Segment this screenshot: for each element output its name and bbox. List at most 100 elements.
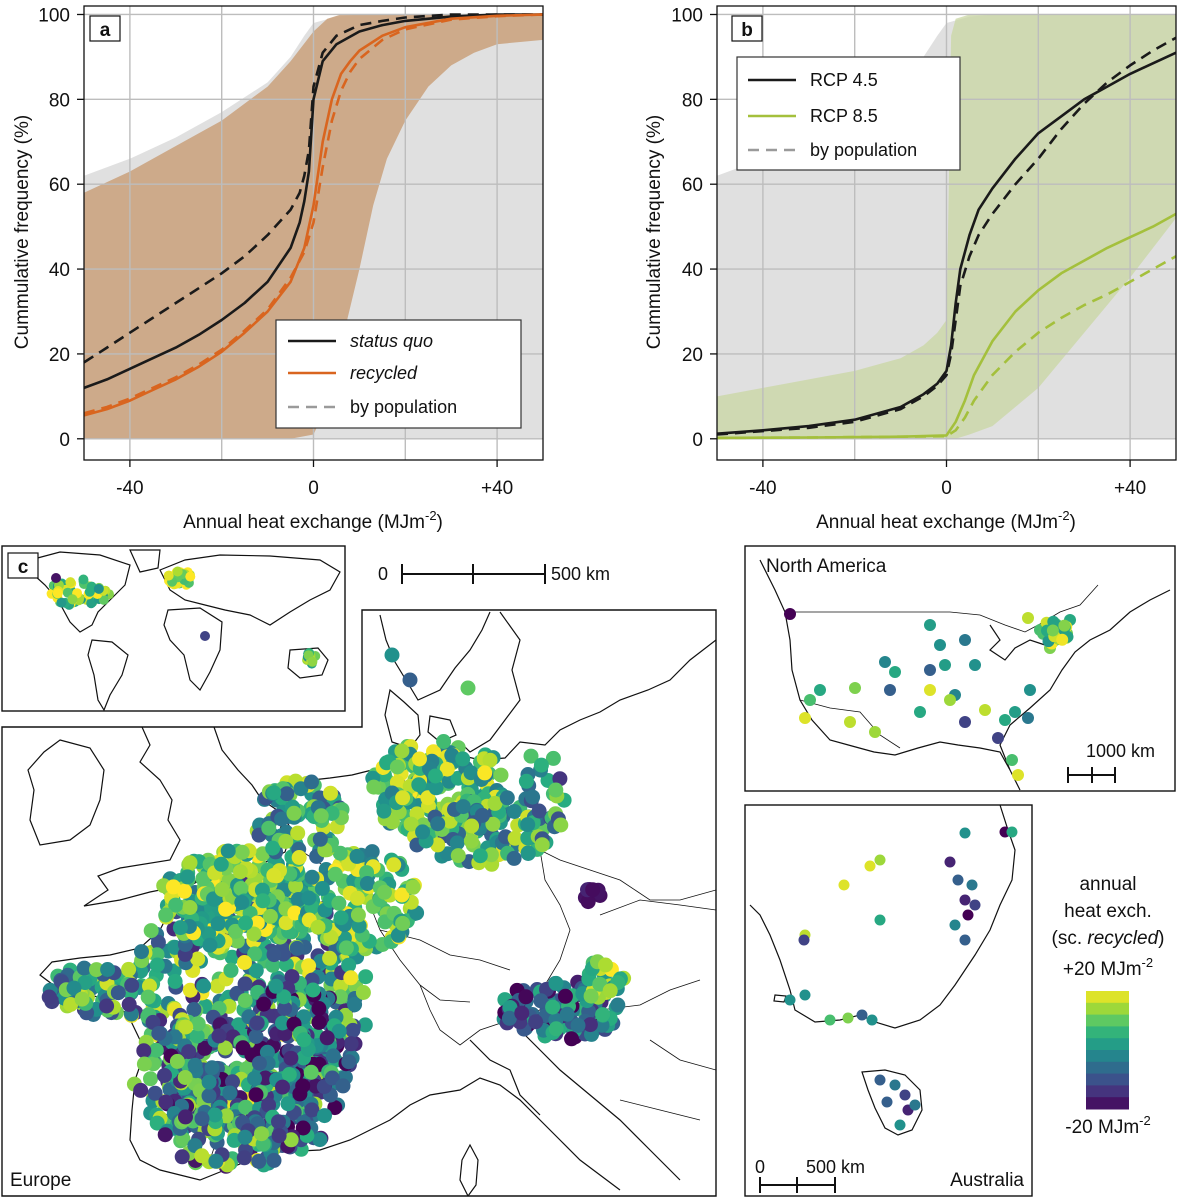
australia-dot	[881, 1096, 893, 1108]
world-north-america	[29, 551, 131, 633]
north-america-dot	[1047, 615, 1060, 628]
europe-dot	[220, 843, 236, 859]
panel-b-label: b	[741, 20, 753, 41]
ytick-label-4: 80	[49, 90, 70, 111]
north-america-dot	[959, 634, 971, 646]
europe-dot	[277, 1001, 293, 1016]
panel-a-xlabel-text: Annual heat exchange (MJm	[183, 512, 425, 533]
europe-dot	[314, 881, 330, 896]
series-recycled-by-population	[83, 13, 544, 415]
europe-dot	[402, 672, 418, 688]
panel-a-xlabel: Annual heat exchange (MJm-2)	[183, 508, 443, 533]
europe-dot	[430, 816, 446, 832]
europe-dot	[283, 1132, 299, 1148]
europe-dot	[415, 824, 431, 840]
north-america-dot	[814, 684, 826, 696]
band-rcp-8.5-range	[717, 14, 1176, 439]
europe-dot	[133, 1082, 149, 1098]
europe-dot	[355, 985, 371, 1000]
europe-dot	[570, 1017, 586, 1033]
colorbar-cell-9	[1086, 1097, 1129, 1110]
europe-dot	[238, 1099, 254, 1115]
europe-dot	[311, 1014, 327, 1030]
legend-status-quo-label: status quo	[350, 331, 433, 351]
australia-dot	[949, 919, 961, 931]
world-dot	[78, 574, 89, 585]
europe-dot	[506, 850, 522, 866]
world-greenland	[129, 549, 161, 573]
europe-dot	[548, 782, 564, 798]
europe-dot	[384, 814, 400, 830]
europe-dot	[275, 1079, 290, 1095]
europe-scale-label: 500 km	[551, 564, 610, 584]
europe-dot	[548, 1021, 564, 1037]
europe-dot	[178, 1019, 194, 1035]
world-dot	[93, 583, 104, 594]
europe-dot	[357, 1017, 373, 1033]
europe-dot	[359, 876, 375, 891]
europe-dot	[257, 1070, 273, 1086]
europe-dot	[207, 1107, 223, 1123]
europe-dot	[528, 1014, 544, 1030]
europe-dot	[237, 993, 253, 1008]
panel-a-label-box	[89, 15, 121, 42]
panel-a-xlabel-close: )	[437, 512, 443, 533]
north-america-background	[745, 546, 1175, 791]
ytick-label-5: 100	[671, 5, 703, 26]
europe-dot	[602, 983, 618, 999]
europe-dot	[276, 989, 292, 1005]
xtick-label-2: +40	[1114, 478, 1146, 499]
panel-b-ylabel: Cummulative frequency (%)	[644, 115, 665, 349]
australia-dot	[944, 856, 956, 868]
ytick-label-0: 0	[692, 430, 703, 451]
colorbar-cell-0	[1086, 991, 1129, 1004]
europe-dot	[305, 982, 321, 998]
europe-dots	[41, 647, 632, 1174]
australia-dot	[962, 909, 974, 921]
europe-map-frame	[1, 609, 717, 1197]
europe-dot	[224, 949, 240, 965]
series-rcp-45-by-population	[716, 36, 1177, 436]
europe-dot	[254, 1126, 269, 1142]
europe-dot	[271, 1128, 287, 1144]
europe-dot	[182, 900, 198, 915]
europe-dot	[463, 833, 479, 849]
australia-dot	[889, 1079, 901, 1091]
colorbar-cell-5	[1086, 1050, 1129, 1063]
europe-dot	[157, 1127, 173, 1143]
europe-dot	[148, 1042, 164, 1058]
europe-dot	[384, 647, 400, 663]
north-america-dot	[1046, 624, 1059, 637]
europe-dot	[405, 879, 421, 895]
europe-dot	[312, 831, 328, 847]
europe-dot	[196, 978, 212, 994]
world-dot	[52, 588, 63, 599]
north-america-dot	[784, 608, 796, 620]
europe-dot	[261, 820, 277, 836]
europe-dot	[295, 1078, 311, 1094]
europe-dot	[177, 1070, 193, 1085]
world-australia	[287, 647, 329, 679]
panel-b: -40 0 +40 0 20 40 60 80 100 b Cummulative freque…	[644, 5, 1177, 533]
europe-dot	[427, 768, 443, 784]
world-africa	[163, 607, 223, 691]
europe-dot	[254, 882, 270, 898]
europe-dot	[520, 845, 536, 861]
europe-dot	[143, 923, 159, 939]
europe-dot	[168, 897, 184, 913]
europe-dot	[266, 867, 282, 883]
europe-dot	[237, 955, 252, 970]
north-america-dot	[1012, 769, 1024, 781]
panel-a-ylabel: Cummulative frequency (%)	[12, 115, 33, 349]
europe-dot	[523, 748, 539, 764]
europe-dot	[178, 1109, 193, 1125]
north-america-dot	[939, 659, 951, 671]
europe-dot	[501, 1010, 517, 1026]
australia-scale-zero: 0	[755, 1157, 765, 1177]
europe-dot	[332, 989, 348, 1005]
europe-dot	[197, 1040, 213, 1056]
europe-dot	[301, 958, 317, 974]
europe-dot	[350, 890, 365, 906]
north-america-dot	[889, 666, 901, 678]
panel-a-xlabel-sup: -2	[425, 508, 437, 523]
